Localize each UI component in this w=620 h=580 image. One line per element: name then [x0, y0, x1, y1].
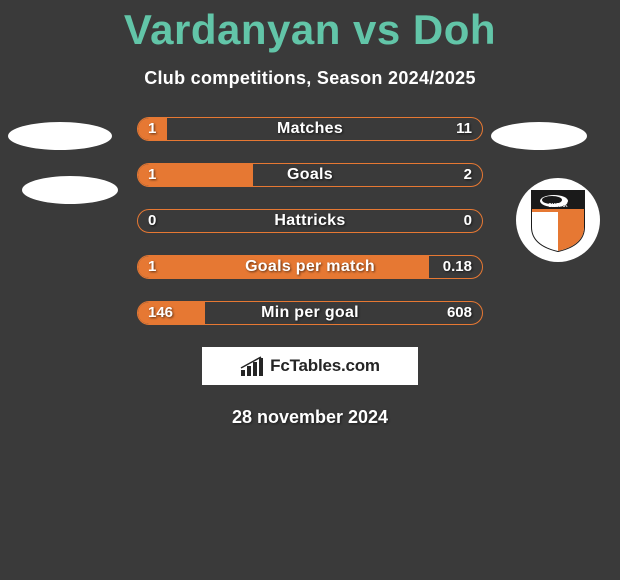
source-badge[interactable]: FcTables.com	[202, 347, 418, 385]
stat-value-right: 2	[464, 164, 472, 186]
stat-label: Goals	[138, 164, 482, 186]
source-badge-text: FcTables.com	[270, 356, 380, 376]
svg-text:SHIRAK: SHIRAK	[548, 203, 568, 209]
stat-label: Goals per match	[138, 256, 482, 278]
stat-value-right: 608	[447, 302, 472, 324]
club-crest-shirak: SHIRAK	[516, 178, 600, 262]
shield-icon: SHIRAK	[528, 187, 588, 253]
stat-value-right: 0.18	[443, 256, 472, 278]
page-subtitle: Club competitions, Season 2024/2025	[0, 68, 620, 89]
stat-row: 0Hattricks0	[137, 209, 483, 233]
stat-row: 1Goals per match0.18	[137, 255, 483, 279]
player-slot-left-1	[8, 122, 112, 150]
stats-container: 1Matches11 1Goals2 0Hattricks0 1Goals per m…	[137, 117, 483, 325]
stat-row: 146Min per goal608	[137, 301, 483, 325]
stat-row: 1Matches11	[137, 117, 483, 141]
stat-label: Hattricks	[138, 210, 482, 232]
bar-chart-icon	[240, 356, 264, 376]
stat-label: Min per goal	[138, 302, 482, 324]
stat-value-right: 11	[456, 118, 472, 140]
stat-row: 1Goals2	[137, 163, 483, 187]
snapshot-date: 28 november 2024	[0, 407, 620, 428]
page-title: Vardanyan vs Doh	[0, 0, 620, 54]
stat-value-right: 0	[464, 210, 472, 232]
player-slot-right-1	[491, 122, 587, 150]
player-slot-left-2	[22, 176, 118, 204]
stat-label: Matches	[138, 118, 482, 140]
